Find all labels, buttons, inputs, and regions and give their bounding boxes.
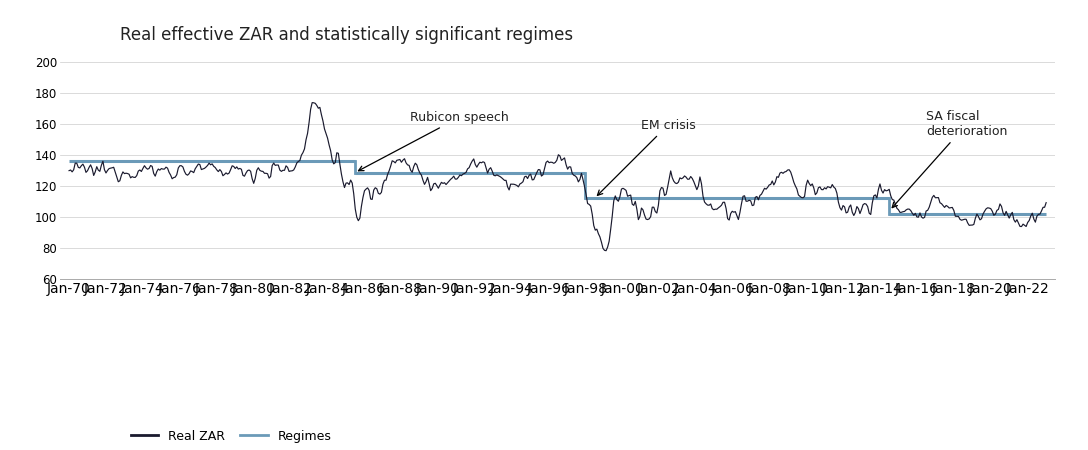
Text: Rubicon speech: Rubicon speech [359, 111, 509, 171]
Text: EM crisis: EM crisis [597, 119, 695, 195]
Text: SA fiscal
deterioration: SA fiscal deterioration [892, 110, 1007, 207]
Legend: Real ZAR, Regimes: Real ZAR, Regimes [126, 425, 336, 448]
Text: Real effective ZAR and statistically significant regimes: Real effective ZAR and statistically sig… [120, 26, 572, 44]
